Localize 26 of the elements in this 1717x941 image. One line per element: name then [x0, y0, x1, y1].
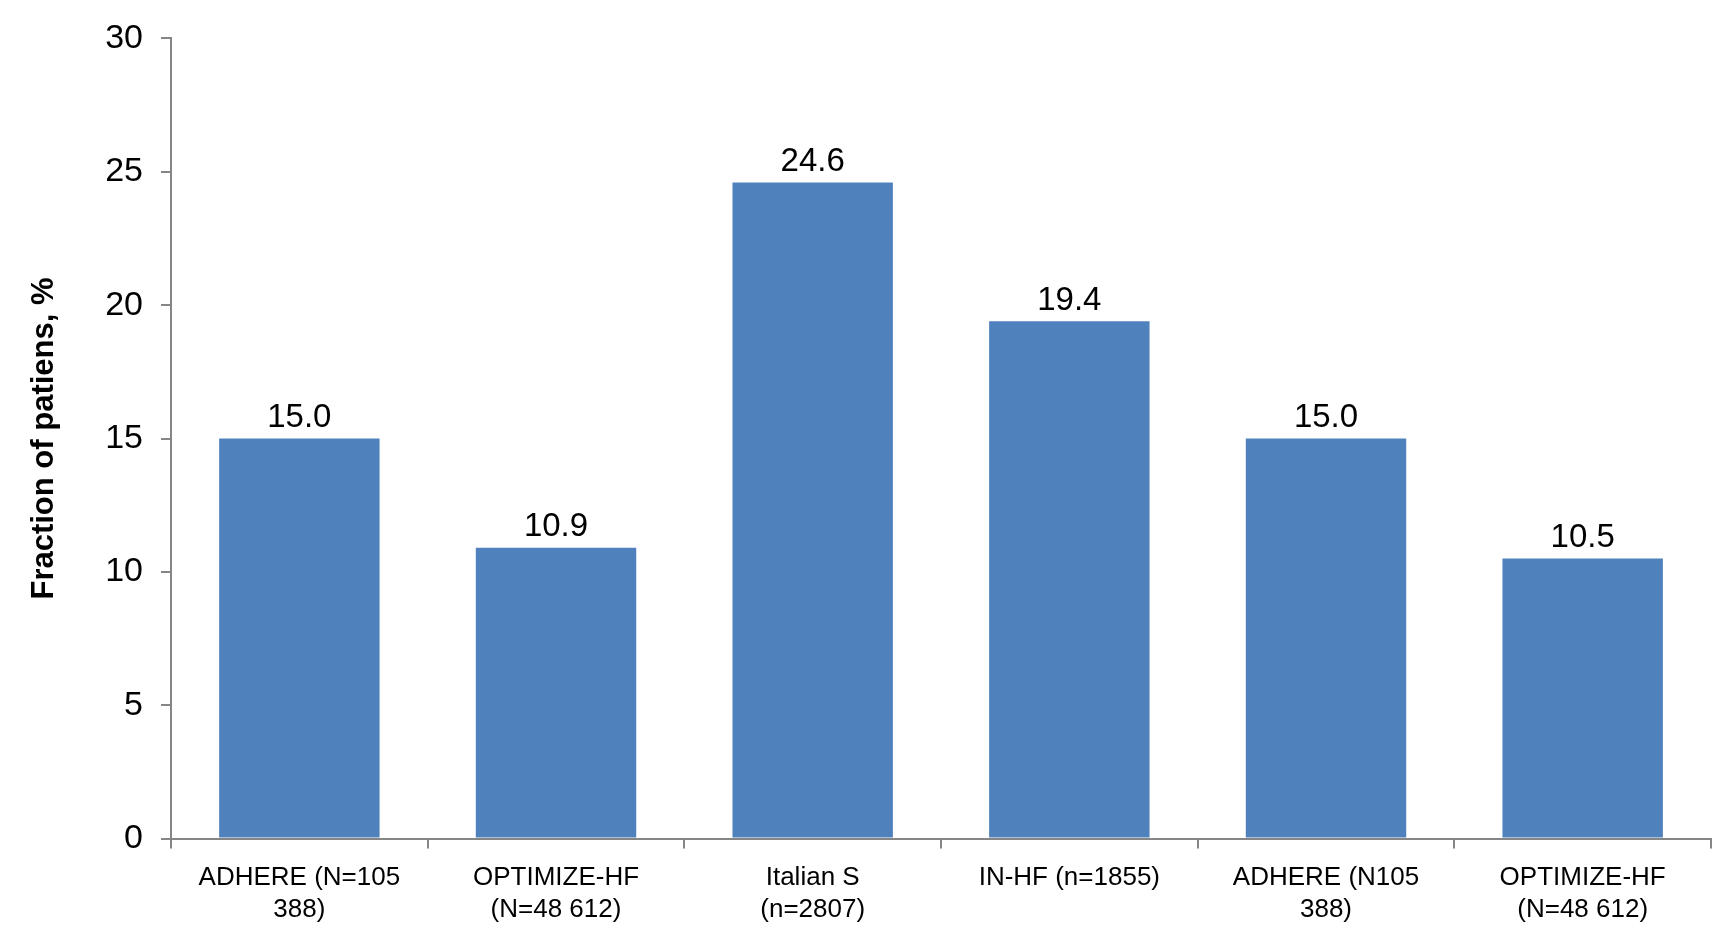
data-label: 15.0 [267, 397, 332, 435]
x-tick-label: IN-HF (n=1855) [978, 861, 1161, 892]
y-axis-title: Fraction of patiens, % [25, 277, 61, 600]
bar [732, 182, 893, 838]
x-tick-label: ADHERE (N=105 388) [198, 861, 401, 923]
bar [475, 547, 637, 838]
data-label: 19.4 [1037, 279, 1102, 317]
y-tick-label: 20 [105, 283, 144, 322]
data-label: 15.0 [1293, 397, 1359, 435]
y-tick-label: 10 [105, 550, 144, 589]
data-label: 10.5 [1550, 517, 1615, 555]
y-tick-label: 25 [105, 150, 144, 189]
y-tick-label: 15 [105, 416, 144, 455]
bar [1245, 438, 1407, 838]
y-tick-label: 5 [124, 683, 144, 722]
y-tick-label: 30 [105, 16, 144, 55]
data-label: 24.6 [780, 141, 845, 179]
bar [219, 438, 380, 838]
x-tick-label: OPTIMIZE-HF (N=48 612) [472, 861, 640, 923]
bar [989, 321, 1150, 838]
x-tick-label: ADHERE (N105 388) [1232, 861, 1420, 923]
x-tick-label: Italian S (n=2807) [760, 861, 866, 923]
x-tick-label: OPTIMIZE-HF (N=48 612) [1499, 861, 1666, 923]
y-tick-label: 0 [124, 816, 144, 855]
bar [1502, 558, 1663, 838]
data-label: 10.9 [523, 506, 589, 544]
